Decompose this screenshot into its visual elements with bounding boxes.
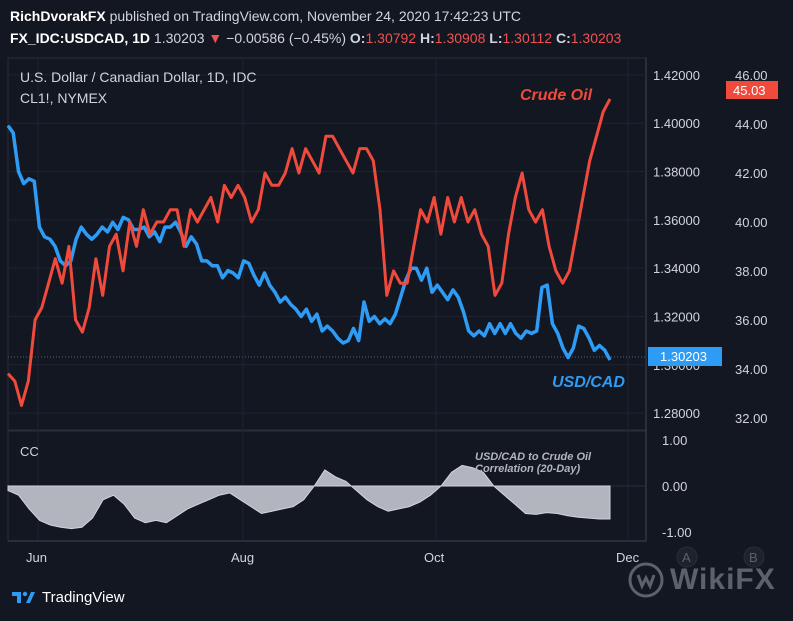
cc-pane-title: CC [20, 444, 39, 459]
crude-tick-label: 34.00 [735, 362, 768, 377]
crude-tick-label: 38.00 [735, 264, 768, 279]
scale-button-a[interactable]: A [676, 546, 698, 568]
high-value: 1.30908 [434, 30, 486, 46]
x-tick-label: Dec [616, 550, 640, 565]
usdcad-tick-label: 1.34000 [653, 261, 700, 276]
close-label: C: [555, 30, 571, 46]
published-text: published on TradingView.com, November 2… [109, 8, 522, 24]
low-label: L: [489, 30, 503, 46]
cc-tick-label: -1.00 [662, 525, 692, 540]
wikifx-text: WikiFX [670, 563, 776, 596]
svg-text:A: A [682, 550, 691, 565]
cc-annotation-line2: Correlation (20-Day) [475, 463, 580, 475]
crude-tick-label: 32.00 [735, 411, 768, 426]
tradingview-logo-icon [12, 591, 35, 603]
svg-text:1.30203: 1.30203 [660, 349, 707, 364]
crude-tick-label: 46.00 [735, 68, 768, 83]
publish-info: RichDvorakFX published on TradingView.co… [10, 8, 521, 24]
crude-oil-series-line [6, 98, 612, 407]
symbol-info: FX_IDC:USDCAD, 1D 1.30203 ▼ −0.00586 (−0… [10, 30, 621, 46]
x-tick-label: Aug [231, 550, 254, 565]
usdcad-label: USD/CAD [552, 374, 625, 391]
pane-subtitle: CL1!, NYMEX [20, 90, 108, 106]
open-label: O: [349, 30, 366, 46]
x-tick-label: Oct [424, 550, 445, 565]
down-arrow-icon: ▼ [208, 30, 223, 46]
cc-tick-label: 0.00 [662, 479, 687, 494]
last-price: 1.30203 [153, 30, 205, 46]
usdcad-tick-label: 1.28000 [653, 406, 700, 421]
usdcad-tick-label: 1.32000 [653, 309, 700, 324]
author-name[interactable]: RichDvorakFX [10, 8, 106, 24]
svg-text:45.03: 45.03 [733, 83, 766, 98]
cc-annotation-line1: USD/CAD to Crude Oil [475, 451, 592, 463]
svg-text:B: B [749, 550, 758, 565]
crude-last-badge: 45.03 [726, 81, 778, 99]
correlation-area [7, 464, 646, 530]
price-change: −0.00586 (−0.45%) [226, 30, 347, 46]
usdcad-tick-label: 1.40000 [653, 116, 700, 131]
crude-oil-label: Crude Oil [520, 87, 593, 104]
tradingview-brand: TradingView [42, 588, 125, 606]
low-value: 1.30112 [502, 30, 553, 46]
crude-tick-label: 42.00 [735, 166, 768, 181]
crude-tick-label: 40.00 [735, 215, 768, 230]
high-label: H: [419, 30, 435, 46]
main-pane-frame [7, 57, 647, 431]
close-value: 1.30203 [570, 30, 622, 46]
pane-title: U.S. Dollar / Canadian Dollar, 1D, IDC [20, 69, 257, 85]
usdcad-series-line [6, 124, 612, 361]
wikifx-logo-icon [628, 562, 664, 598]
usdcad-tick-label: 1.36000 [653, 213, 700, 228]
usdcad-tick-label: 1.38000 [653, 165, 700, 180]
usdcad-tick-label: 1.42000 [653, 68, 700, 83]
cc-tick-label: 1.00 [662, 433, 687, 448]
open-value: 1.30792 [365, 30, 417, 46]
grid [8, 58, 646, 541]
tradingview-footer[interactable]: TradingView [10, 588, 125, 606]
x-tick-label: Jun [26, 550, 47, 565]
crude-tick-label: 44.00 [735, 117, 768, 132]
symbol-label[interactable]: FX_IDC:USDCAD, 1D [10, 30, 151, 46]
chart-area[interactable]: 1.42000 1.40000 1.38000 1.36000 1.34000 1.320… [0, 55, 793, 575]
usdcad-last-badge: 1.30203 [648, 347, 722, 366]
crude-tick-label: 36.00 [735, 313, 768, 328]
wikifx-watermark: WikiFX [628, 562, 776, 598]
series-lines [6, 98, 612, 407]
scale-button-b[interactable]: B [743, 546, 765, 568]
correlation-area-fill [7, 464, 611, 530]
